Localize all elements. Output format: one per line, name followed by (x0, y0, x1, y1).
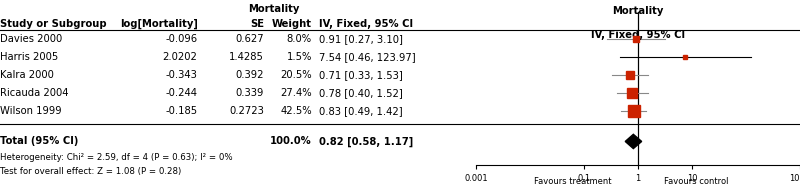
Text: 2.0202: 2.0202 (162, 52, 198, 62)
Text: 0.71 [0.33, 1.53]: 0.71 [0.33, 1.53] (319, 70, 402, 80)
Text: 100.0%: 100.0% (270, 136, 312, 146)
Text: -0.185: -0.185 (166, 106, 198, 116)
Text: 0.78 [0.40, 1.52]: 0.78 [0.40, 1.52] (319, 88, 402, 98)
Text: Weight: Weight (272, 19, 312, 29)
Text: -0.096: -0.096 (166, 34, 198, 44)
Polygon shape (626, 134, 642, 149)
Text: Favours control: Favours control (664, 177, 729, 186)
Text: 0.83 [0.49, 1.42]: 0.83 [0.49, 1.42] (319, 106, 402, 116)
Text: Favours treatment: Favours treatment (534, 177, 612, 186)
Text: IV, Fixed, 95% CI: IV, Fixed, 95% CI (591, 30, 685, 40)
Text: 42.5%: 42.5% (280, 106, 312, 116)
Text: log[Mortality]: log[Mortality] (120, 19, 198, 29)
Text: 20.5%: 20.5% (280, 70, 312, 80)
Text: 8.0%: 8.0% (286, 34, 312, 44)
Text: 0.339: 0.339 (236, 88, 264, 98)
Text: IV, Fixed, 95% CI: IV, Fixed, 95% CI (319, 19, 413, 29)
Text: 0.82 [0.58, 1.17]: 0.82 [0.58, 1.17] (319, 136, 413, 147)
Text: Kalra 2000: Kalra 2000 (1, 70, 54, 80)
Text: Mortality: Mortality (612, 6, 664, 16)
Text: 0.91 [0.27, 3.10]: 0.91 [0.27, 3.10] (319, 34, 402, 44)
Text: SE: SE (250, 19, 264, 29)
Text: -0.244: -0.244 (166, 88, 198, 98)
Text: 27.4%: 27.4% (280, 88, 312, 98)
Text: Wilson 1999: Wilson 1999 (1, 106, 62, 116)
Text: 1.4285: 1.4285 (230, 52, 264, 62)
Text: 7.54 [0.46, 123.97]: 7.54 [0.46, 123.97] (319, 52, 415, 62)
Text: Test for overall effect: Z = 1.08 (P = 0.28): Test for overall effect: Z = 1.08 (P = 0… (0, 167, 182, 176)
Text: Davies 2000: Davies 2000 (1, 34, 62, 44)
Text: Harris 2005: Harris 2005 (1, 52, 58, 62)
Text: 1.5%: 1.5% (286, 52, 312, 62)
Text: Study or Subgroup: Study or Subgroup (1, 19, 107, 29)
Text: Total (95% CI): Total (95% CI) (1, 136, 79, 146)
Text: Heterogeneity: Chi² = 2.59, df = 4 (P = 0.63); I² = 0%: Heterogeneity: Chi² = 2.59, df = 4 (P = … (0, 153, 233, 162)
Text: 0.392: 0.392 (236, 70, 264, 80)
Text: Ricauda 2004: Ricauda 2004 (1, 88, 69, 98)
Text: Mortality: Mortality (248, 4, 299, 14)
Text: 0.2723: 0.2723 (230, 106, 264, 116)
Text: -0.343: -0.343 (166, 70, 198, 80)
Text: 0.627: 0.627 (235, 34, 264, 44)
